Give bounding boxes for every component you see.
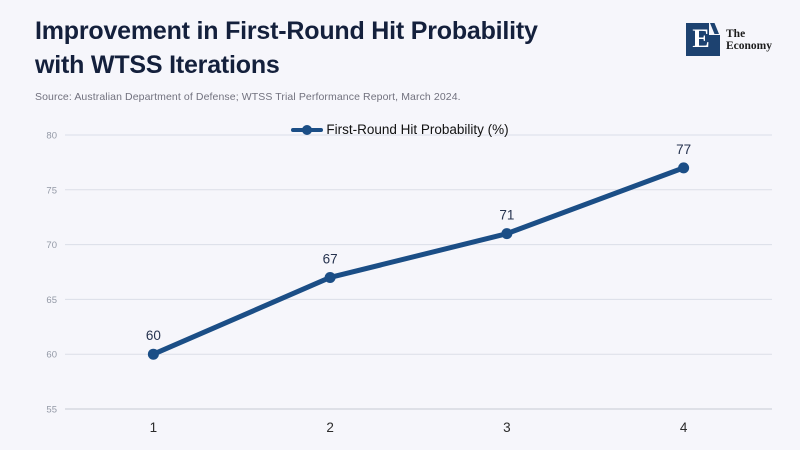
y-tick-label: 60: [46, 350, 57, 361]
data-point: [324, 271, 336, 283]
logo-apostrophe-icon: [709, 23, 720, 35]
title-line-2: with WTSS Iterations: [35, 51, 280, 80]
legend-label: First-Round Hit Probability (%): [326, 122, 509, 137]
data-point: [678, 162, 690, 174]
data-point-label: 71: [499, 208, 514, 223]
the-economy-logo: E The Economy: [686, 23, 772, 56]
legend-line-marker-icon: [291, 124, 324, 135]
y-tick-label: 65: [46, 295, 57, 306]
data-line: [150, 165, 687, 357]
data-point-label: 60: [146, 328, 161, 343]
logo-letter: E: [692, 23, 710, 53]
source-note: Source: Australian Department of Defense…: [35, 91, 461, 103]
legend-dot-icon: [302, 124, 313, 135]
data-point: [147, 348, 159, 360]
logo-wordmark: The Economy: [726, 23, 772, 52]
x-tick-label: 4: [680, 420, 688, 435]
page-title: Improvement in First-Round Hit Probabili…: [35, 14, 538, 83]
y-tick-label: 75: [46, 185, 57, 196]
x-tick-label: 2: [326, 420, 334, 435]
data-point-label: 77: [676, 142, 691, 157]
logo-word-economy: Economy: [726, 40, 772, 53]
logo-mark: E: [686, 23, 720, 56]
x-tick-label: 1: [150, 420, 158, 435]
x-tick-label: 3: [503, 420, 511, 435]
y-tick-label: 80: [46, 131, 57, 142]
y-tick-label: 70: [46, 240, 57, 251]
title-line-1: Improvement in First-Round Hit Probabili…: [35, 17, 538, 45]
logo-word-the: The: [726, 28, 746, 40]
data-point: [501, 228, 513, 240]
y-tick-label: 55: [46, 405, 57, 416]
data-point-label: 67: [323, 251, 338, 266]
chart-legend: First-Round Hit Probability (%): [0, 122, 800, 137]
